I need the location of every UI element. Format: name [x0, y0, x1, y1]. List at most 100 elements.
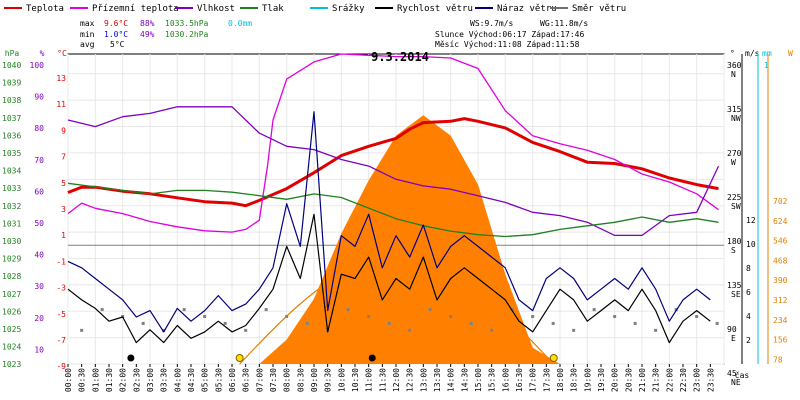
wind-direction-dot [305, 321, 309, 325]
hpa-tick-label: 1033 [2, 184, 21, 193]
hpa-tick-label: 1032 [2, 202, 21, 211]
x-tick-label: 16:00 [501, 368, 510, 392]
stat-avg-temp: 5°C [110, 40, 125, 49]
wind-direction-dot [182, 308, 186, 312]
hpa-tick-label: 1035 [2, 149, 21, 158]
percent-tick-label: 40 [34, 251, 44, 260]
series-lines [67, 53, 720, 344]
series-line-vlhkost [67, 106, 720, 237]
x-tick-label: 17:00 [529, 368, 538, 392]
stat-min-label: min [80, 30, 95, 39]
ms-tick-label: 10 [746, 240, 756, 249]
hpa-tick-label: 1026 [2, 307, 21, 316]
direction-tick-label: 270 [727, 149, 742, 158]
legend-label: Srážky [332, 4, 365, 14]
direction-tick-compass: NE [731, 378, 741, 387]
x-tick-label: 16:30 [515, 368, 524, 392]
hpa-tick-label: 1025 [2, 325, 21, 334]
wind-direction-dot [387, 321, 391, 325]
celsius-axis-label: °C [57, 49, 67, 58]
x-tick-label: 02:00 [119, 368, 128, 392]
hpa-tick-label: 1024 [2, 343, 21, 352]
celsius-tick-label: 3 [61, 205, 66, 214]
w-tick-label: 78 [773, 355, 783, 364]
x-tick-label: 03:30 [160, 368, 169, 392]
wind-direction-dot [223, 321, 227, 325]
wind-direction-dot [408, 328, 412, 332]
hpa-tick-label: 1027 [2, 290, 21, 299]
ms-tick-label: 12 [746, 216, 756, 225]
x-tick-label: 14:00 [447, 368, 456, 392]
x-tick-label: 11:00 [365, 368, 374, 392]
celsius-tick-label: -9 [56, 362, 66, 371]
x-tick-label: 21:30 [652, 368, 661, 392]
hpa-tick-label: 1034 [2, 167, 21, 176]
x-tick-label: 19:30 [597, 368, 606, 392]
percent-tick-label: 80 [34, 124, 44, 133]
percent-tick-label: 10 [34, 345, 44, 354]
direction-tick-label: 45 [727, 369, 737, 378]
sun-moon-markers [127, 354, 558, 362]
hpa-tick-label: 1031 [2, 219, 21, 228]
wind-direction-dot [551, 321, 555, 325]
w-tick-label: 234 [773, 316, 788, 325]
series-line-n-raz-v-tru [67, 111, 711, 333]
celsius-tick-label: 9 [61, 126, 66, 135]
x-tick-label: 07:30 [269, 368, 278, 392]
stat-max-temp: 9.6°C [104, 19, 128, 28]
moonrise-marker [368, 354, 376, 362]
percent-tick-label: 20 [34, 314, 44, 323]
x-tick-label: 00:00 [64, 368, 73, 392]
w-tick-label: 468 [773, 256, 788, 265]
ms-tick-label: 8 [746, 264, 751, 273]
x-tick-label: 02:30 [132, 368, 141, 392]
x-tick-label: 06:00 [228, 368, 237, 392]
hpa-tick-label: 1036 [2, 131, 21, 140]
x-tick-label: 18:30 [570, 368, 579, 392]
w-axis-label: W [788, 49, 793, 58]
wind-direction-dot [264, 308, 268, 312]
series-line-tlak [67, 182, 719, 238]
x-tick-label: 23:00 [693, 368, 702, 392]
hpa-tick-label: 1037 [2, 114, 21, 123]
celsius-tick-label: -7 [56, 336, 66, 345]
stat-sun: Slunce Východ:06:17 Západ:17:46 [435, 30, 584, 39]
percent-tick-label: 70 [34, 156, 44, 165]
x-tick-label: 20:00 [611, 368, 620, 392]
legend: Teplota Přízemní teplota Vlhkost Tlak Srážky… [4, 4, 626, 14]
direction-tick-compass: W [731, 158, 736, 167]
x-tick-label: 08:30 [296, 368, 305, 392]
legend-label: Směr větru [572, 4, 626, 14]
direction-tick-label: 135 [727, 281, 742, 290]
x-axis-label: čas [735, 370, 750, 380]
stat-max-press: 1033.5hPa [165, 19, 209, 28]
chart-title: 9.3.2014 [371, 50, 429, 64]
mm-axis-label: mm [762, 49, 772, 58]
direction-tick-compass: NW [731, 114, 741, 123]
x-tick-label: 14:30 [460, 368, 469, 392]
direction-axis-label: ° [730, 49, 735, 58]
wind-direction-dot [654, 328, 658, 332]
celsius-tick-label: 5 [61, 179, 66, 188]
wind-direction-dot [141, 321, 145, 325]
w-tick-label: 624 [773, 217, 788, 226]
x-tick-label: 21:00 [638, 368, 647, 392]
x-tick-label: 13:00 [419, 368, 428, 392]
sunrise-marker [235, 354, 244, 362]
x-tick-label: 04:00 [173, 368, 182, 392]
direction-tick-label: 360 [727, 61, 742, 70]
percent-tick-label: 100 [30, 61, 45, 70]
percent-tick-label: 50 [34, 219, 44, 228]
series-line-teplota [67, 117, 719, 208]
stat-max-rain: 0.0mm [228, 19, 252, 28]
x-tick-label: 04:30 [187, 368, 196, 392]
wind-direction-dot [285, 315, 289, 319]
x-tick-label: 07:00 [255, 368, 264, 392]
hpa-tick-label: 1023 [2, 360, 21, 369]
x-tick-label: 03:00 [146, 368, 155, 392]
mm-tick-label: 1 [764, 61, 769, 70]
celsius-tick-label: 7 [61, 153, 66, 162]
legend-label: Rychlost větru [397, 4, 473, 14]
solar-radiation-fill [68, 115, 724, 364]
wind-direction-dot [490, 328, 494, 332]
